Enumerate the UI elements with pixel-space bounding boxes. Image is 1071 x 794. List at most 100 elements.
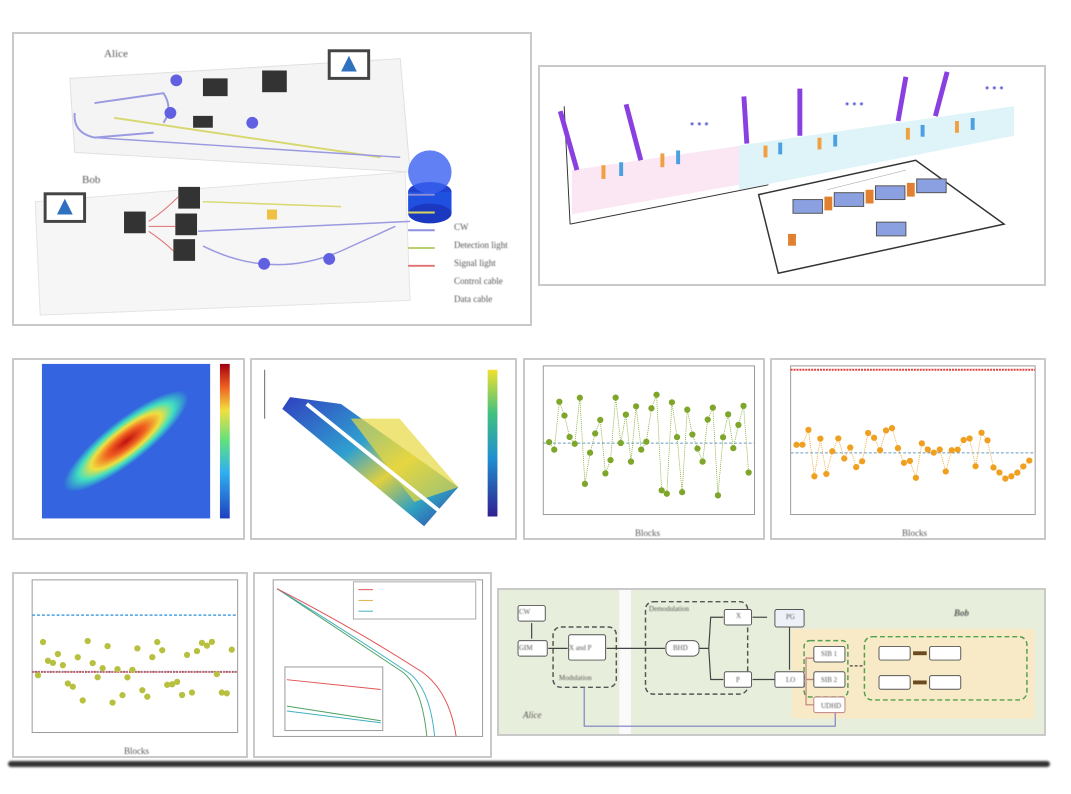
data-point — [954, 446, 961, 453]
data-point — [882, 427, 890, 434]
data-point — [44, 657, 52, 664]
data-point — [632, 403, 640, 410]
data-point — [996, 469, 1003, 476]
data-point — [912, 474, 920, 481]
data-point — [612, 394, 619, 401]
timeline-diagram-panel: • • • • • • • • • — [538, 65, 1046, 286]
data-point — [745, 469, 752, 476]
data-point — [64, 680, 71, 687]
demodulation-label: Demodulation — [649, 605, 690, 613]
x-block: X — [736, 612, 742, 620]
data-point — [835, 435, 842, 442]
data-point — [119, 692, 126, 699]
heatmap — [41, 363, 230, 519]
setup-diagram — [34, 49, 452, 316]
data-point — [139, 687, 146, 694]
data-point — [1014, 469, 1021, 476]
data-point — [924, 446, 931, 453]
cw-block: CW — [519, 608, 531, 616]
data-point — [49, 659, 57, 667]
data-point — [627, 458, 635, 465]
data-point — [59, 662, 66, 669]
legend-item: Detection light — [454, 240, 508, 250]
gim-block: GIM — [519, 644, 533, 652]
data-point — [679, 489, 686, 496]
ellipsis: • • • — [690, 117, 709, 131]
data-point — [89, 659, 96, 667]
plot-frame — [790, 365, 1036, 516]
legend-item: Data cable — [454, 294, 493, 304]
data-point — [972, 463, 979, 470]
data-point — [735, 421, 742, 429]
alice-label: Alice — [104, 48, 128, 60]
heatmap-panel — [12, 358, 245, 540]
data-point — [109, 699, 116, 706]
data-point — [154, 638, 161, 646]
data-point — [213, 671, 220, 678]
ellipsis: • • • — [985, 81, 1004, 95]
data-point — [709, 404, 716, 411]
data-point — [551, 446, 558, 453]
data-point — [906, 457, 914, 465]
data-point — [725, 411, 732, 418]
data-point — [1008, 473, 1015, 480]
data-point — [876, 447, 884, 454]
data-point — [648, 405, 655, 412]
data-point — [178, 691, 186, 699]
legend-item: Control cable — [454, 276, 503, 286]
data-point — [847, 444, 854, 451]
data-point — [607, 456, 614, 464]
sib1-block: SIB 1 — [821, 650, 838, 658]
scatter-chart-orange: Blocks — [770, 358, 1046, 540]
data-point — [653, 391, 660, 398]
modulation-label: Modulation — [559, 674, 592, 682]
data-point — [658, 487, 665, 494]
data-point — [173, 678, 181, 686]
data-point — [223, 690, 230, 697]
scatter-plot — [31, 579, 239, 734]
data-point — [586, 449, 594, 456]
data-point — [169, 681, 176, 688]
bhd-block: BHD — [673, 644, 688, 652]
plot-frame — [542, 365, 756, 516]
data-point — [643, 438, 650, 445]
data-point — [719, 434, 727, 441]
data-point — [188, 689, 196, 696]
data-point — [638, 446, 645, 453]
data-point — [592, 430, 599, 437]
data-point — [164, 681, 171, 688]
data-point — [699, 458, 706, 465]
surface-plot-panel — [250, 358, 517, 540]
data-point — [799, 441, 806, 448]
data-point — [793, 441, 800, 448]
data-point — [663, 490, 670, 497]
data-point — [684, 406, 691, 413]
data-point — [730, 445, 737, 452]
data-point — [841, 455, 848, 462]
data-point — [39, 638, 47, 646]
data-point — [149, 653, 156, 661]
data-point — [1026, 457, 1033, 464]
pg-block: PG — [786, 613, 795, 621]
data-point — [704, 416, 711, 423]
data-point — [622, 411, 629, 418]
data-point — [864, 429, 872, 437]
data-point — [69, 683, 76, 690]
data-point — [978, 429, 985, 436]
scatter-plot — [542, 365, 756, 516]
data-point — [183, 651, 191, 659]
data-point — [114, 665, 121, 673]
block-diagram — [517, 590, 1035, 734]
data-point — [888, 425, 896, 432]
data-point — [960, 436, 967, 444]
legend-item: CW — [454, 222, 469, 232]
data-point — [930, 449, 937, 456]
data-point — [817, 435, 824, 442]
data-point — [823, 470, 830, 478]
protocol-block-diagram: CW GIM X and P Modulation Demodulation B… — [497, 588, 1046, 736]
data-point — [918, 440, 925, 447]
legend-item: Signal light — [454, 258, 496, 268]
data-point — [94, 674, 101, 681]
data-point — [668, 399, 676, 406]
data-point — [859, 458, 866, 465]
